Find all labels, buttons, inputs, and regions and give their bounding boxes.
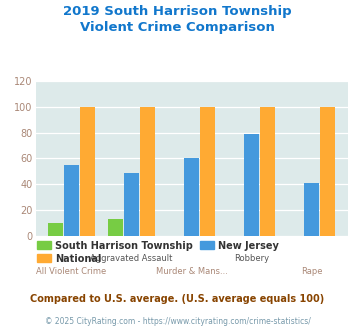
Bar bbox=[48, 223, 63, 236]
Text: Rape: Rape bbox=[301, 267, 323, 276]
Text: Robbery: Robbery bbox=[234, 254, 269, 263]
Bar bbox=[244, 134, 260, 236]
Text: © 2025 CityRating.com - https://www.cityrating.com/crime-statistics/: © 2025 CityRating.com - https://www.city… bbox=[45, 317, 310, 326]
Text: Murder & Mans...: Murder & Mans... bbox=[156, 267, 228, 276]
Bar bbox=[200, 107, 215, 236]
Bar bbox=[140, 107, 155, 236]
Bar bbox=[304, 183, 320, 236]
Bar bbox=[80, 107, 95, 236]
Text: Compared to U.S. average. (U.S. average equals 100): Compared to U.S. average. (U.S. average … bbox=[31, 294, 324, 304]
Bar bbox=[260, 107, 275, 236]
Bar bbox=[320, 107, 335, 236]
Legend: South Harrison Township, National, New Jersey: South Harrison Township, National, New J… bbox=[33, 237, 283, 267]
Text: 2019 South Harrison Township
Violent Crime Comparison: 2019 South Harrison Township Violent Cri… bbox=[63, 5, 292, 34]
Text: Aggravated Assault: Aggravated Assault bbox=[91, 254, 173, 263]
Text: All Violent Crime: All Violent Crime bbox=[37, 267, 106, 276]
Bar bbox=[64, 165, 79, 236]
Bar bbox=[108, 219, 123, 236]
Bar bbox=[124, 173, 139, 236]
Bar bbox=[184, 158, 199, 236]
